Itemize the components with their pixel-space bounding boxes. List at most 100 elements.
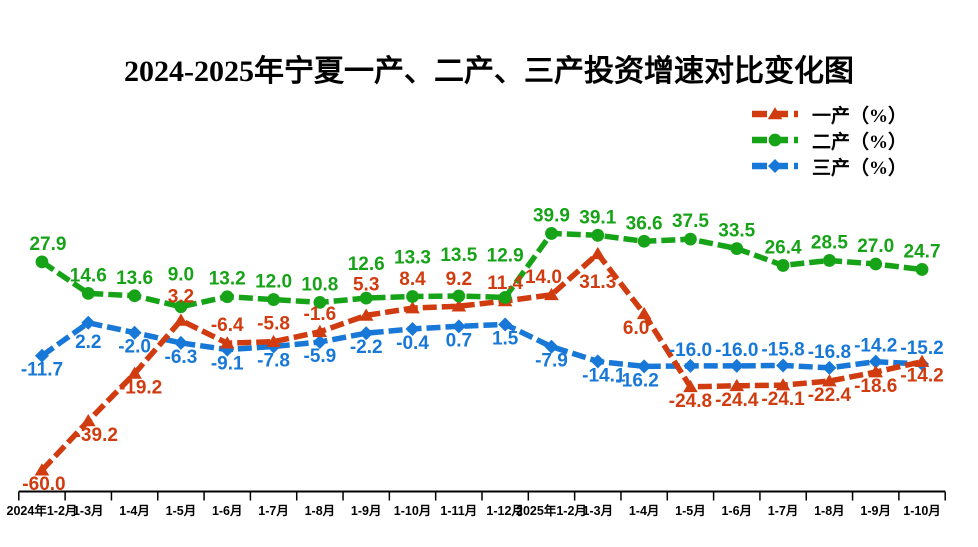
data-label: 36.6 <box>626 213 663 234</box>
legend-line-diamond-icon <box>752 159 798 173</box>
data-label: -16.2 <box>615 370 658 391</box>
data-label: 12.9 <box>487 245 524 266</box>
data-point-circle <box>35 255 49 269</box>
data-label: -1.6 <box>304 304 337 325</box>
data-label: -24.8 <box>669 391 712 412</box>
data-label: 5.3 <box>353 274 379 295</box>
data-point-triangle <box>34 463 50 476</box>
legend: 一产（%） 二产（%） 三产（%） <box>752 103 907 179</box>
data-point-circle <box>915 263 929 276</box>
data-point-circle <box>359 291 373 305</box>
data-label: 9.0 <box>168 265 194 286</box>
data-point-triangle <box>451 299 467 312</box>
data-label: 11.4 <box>487 273 523 294</box>
data-label: 37.5 <box>672 211 709 232</box>
x-axis-label: 1-4月 <box>629 504 660 518</box>
data-point-triangle <box>767 107 783 120</box>
data-label: -5.9 <box>304 346 337 367</box>
data-label: 24.7 <box>904 241 941 262</box>
data-point-diamond <box>822 360 837 375</box>
series-line-0 <box>39 249 923 473</box>
x-axis-label: 1-3月 <box>73 504 104 518</box>
x-axis-label: 1-8月 <box>814 504 845 518</box>
data-label: -14.2 <box>854 336 897 357</box>
x-axis-label: 1-8月 <box>305 504 336 518</box>
data-point-triangle <box>683 379 698 393</box>
data-point-triangle <box>544 287 559 301</box>
data-label: -24.4 <box>715 390 759 411</box>
data-point-diamond <box>405 321 420 336</box>
data-label: -6.3 <box>165 347 198 368</box>
series-line-1 <box>40 230 923 310</box>
data-label: 10.8 <box>301 274 338 295</box>
data-label: -7.9 <box>535 351 568 372</box>
data-label: 26.4 <box>765 237 802 258</box>
x-axis-label: 1-11月 <box>440 504 477 518</box>
data-label: -60.0 <box>22 474 65 495</box>
data-point-circle <box>591 228 605 242</box>
data-point-circle <box>869 257 883 271</box>
data-label: -11.7 <box>21 360 63 381</box>
x-axis-label: 1-5月 <box>675 504 706 518</box>
x-axis-label: 1-10月 <box>394 504 432 518</box>
data-point-triangle <box>405 301 420 314</box>
data-point-triangle <box>219 336 235 349</box>
data-point-triangle <box>868 365 884 378</box>
data-point-triangle <box>80 414 96 427</box>
data-point-circle <box>128 289 142 303</box>
data-label: 39.9 <box>533 205 570 226</box>
data-point-diamond <box>544 339 559 354</box>
data-point-circle <box>637 234 651 248</box>
data-point-triangle <box>914 354 930 367</box>
data-label: 13.5 <box>440 245 477 266</box>
data-point-triangle <box>127 366 142 379</box>
legend-line-triangle-icon <box>752 107 798 120</box>
data-point-diamond <box>359 326 374 341</box>
x-axis-label: 1-9月 <box>351 504 382 518</box>
data-label: 31.3 <box>579 272 616 293</box>
x-axis-label: 1-3月 <box>583 504 614 518</box>
data-label: 27.9 <box>29 234 66 255</box>
data-label: -14.1 <box>582 365 626 386</box>
data-label: 39.1 <box>579 207 616 228</box>
data-label: 9.2 <box>446 269 472 290</box>
x-axis-label: 1-9月 <box>860 504 891 518</box>
data-point-triangle <box>729 378 745 392</box>
data-point-circle <box>684 232 697 246</box>
data-label: -9.1 <box>211 354 244 375</box>
data-point-triangle <box>358 308 374 321</box>
data-label: -16.0 <box>669 340 712 361</box>
data-label: -19.2 <box>119 378 162 399</box>
data-label: 14.0 <box>525 267 562 288</box>
legend-item-tertiary-industry: 三产（%） <box>752 155 907 179</box>
x-axis-label: 2025年1-2月 <box>516 503 587 518</box>
data-label: 12.0 <box>255 272 292 293</box>
data-point-diamond <box>498 317 513 332</box>
data-label: -16.0 <box>715 340 758 361</box>
data-point-diamond <box>683 358 698 373</box>
data-label: 33.5 <box>718 221 755 242</box>
data-label: 28.5 <box>811 232 848 253</box>
data-label: 8.4 <box>399 269 426 290</box>
data-label: -22.4 <box>808 385 852 406</box>
data-label: -7.8 <box>257 350 290 371</box>
data-label: 1.5 <box>492 328 519 349</box>
data-point-diamond <box>173 335 188 350</box>
data-point-diamond <box>868 354 883 369</box>
legend-item-primary-industry: 一产（%） <box>752 103 907 127</box>
data-point-circle <box>452 289 466 303</box>
data-label: 2.2 <box>75 332 101 353</box>
data-point-triangle <box>266 334 281 348</box>
data-label: -15.2 <box>900 338 943 359</box>
data-point-diamond <box>776 358 791 373</box>
data-point-triangle <box>173 313 189 326</box>
x-axis-label: 1-4月 <box>119 504 150 518</box>
data-label: 27.0 <box>857 236 894 257</box>
data-point-triangle <box>775 378 791 391</box>
data-point-diamond <box>34 348 49 363</box>
x-axis-label: 1-12月 <box>486 504 524 518</box>
data-point-circle <box>768 133 782 147</box>
data-point-circle <box>406 290 419 303</box>
data-label: -2.2 <box>350 337 383 358</box>
